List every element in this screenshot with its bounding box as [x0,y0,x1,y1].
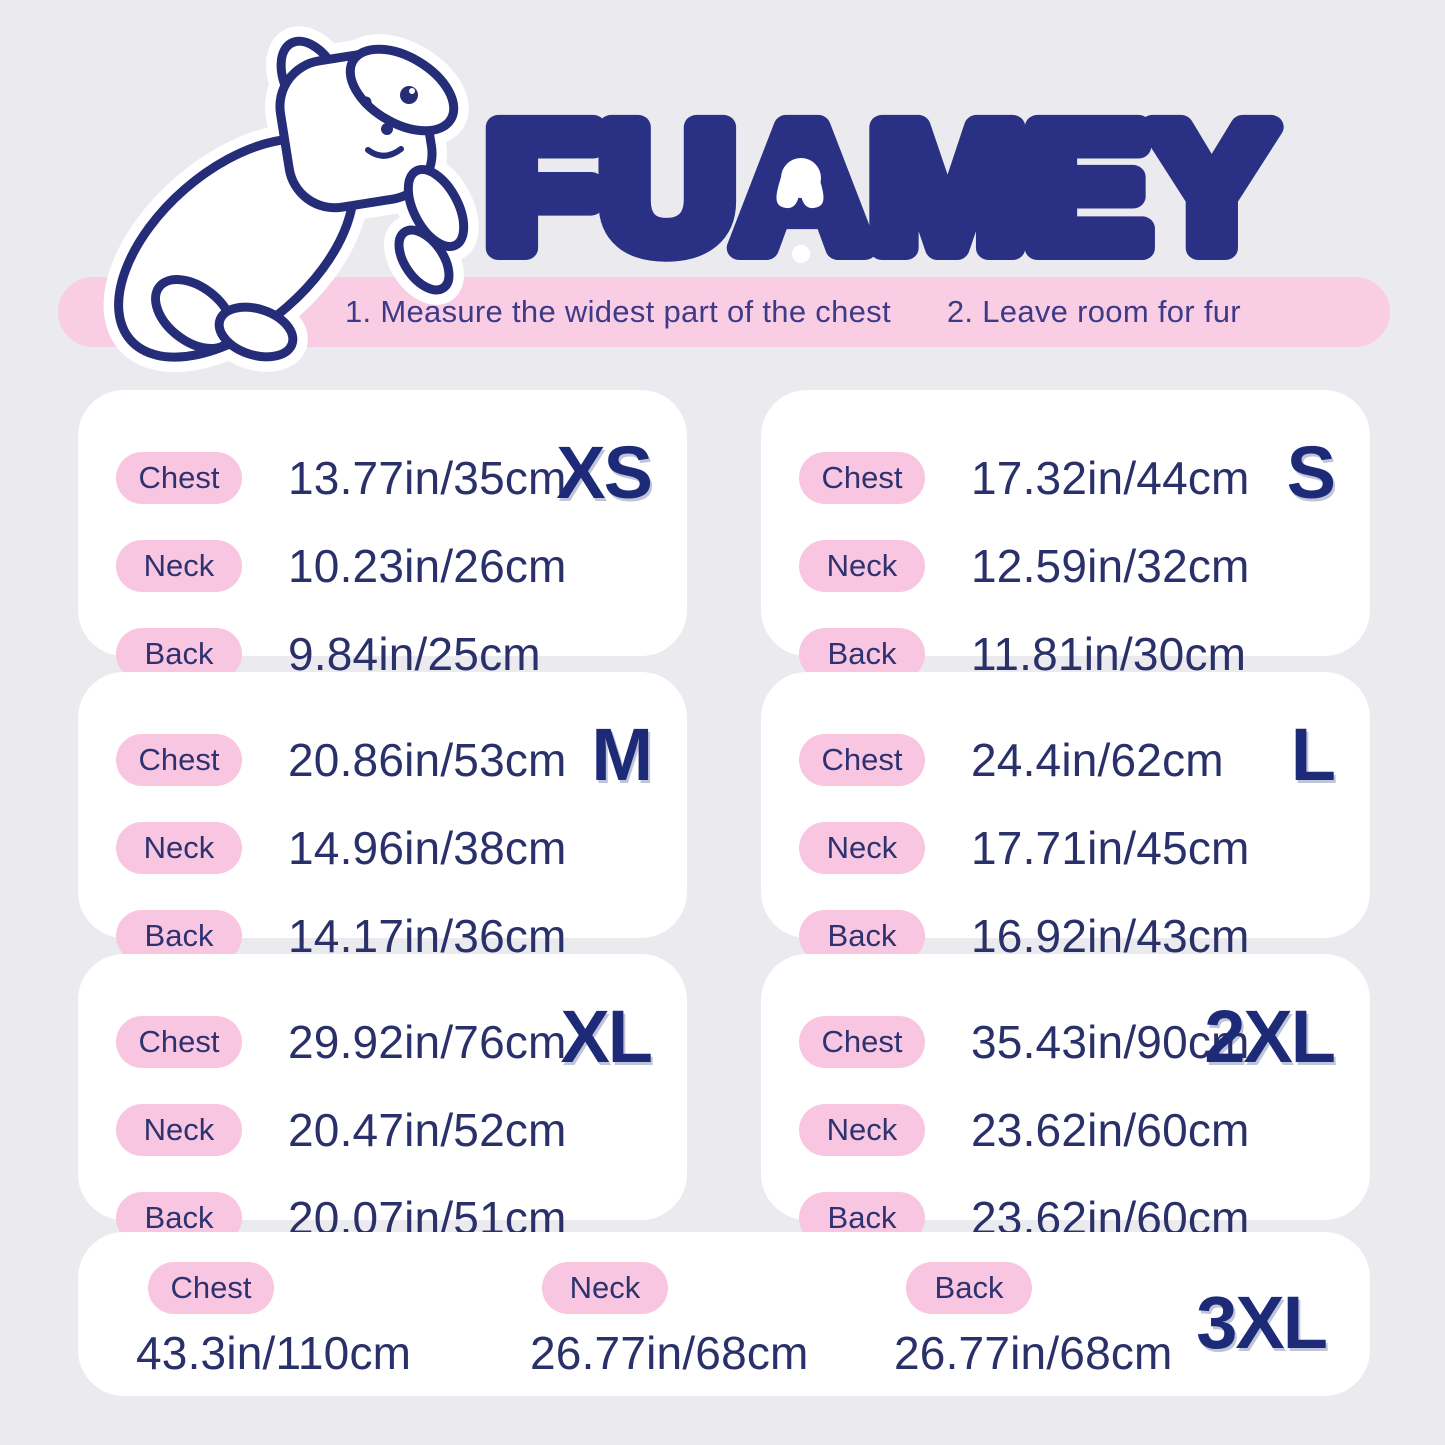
size-card-2xl: 2XL Chest 35.43in/90cm Neck 23.62in/60cm… [761,954,1370,1244]
size-card-xs: XS Chest 13.77in/35cm Neck 10.23in/26cm … [78,390,687,680]
chest-label-pill: Chest [799,734,925,786]
neck-label-pill: Neck [542,1262,668,1314]
brand-logo-text: FUAMEY [486,90,1274,278]
chest-label-pill: Chest [799,452,925,504]
size-label: XL [560,995,653,1078]
neck-value: 26.77in/68cm [530,1327,809,1379]
jumping-dog-mascot-icon [118,16,470,356]
neck-row: Neck 17.71in/45cm [799,804,1334,892]
neck-row: Neck 10.23in/26cm [116,522,651,610]
chest-column: Chest 43.3in/110cm [136,1262,530,1380]
size-label: M [591,713,653,796]
wide-measure-row: Chest 43.3in/110cm Neck 26.77in/68cm Bac… [136,1262,1330,1380]
size-label: S [1286,431,1336,514]
neck-value: 12.59in/32cm [971,540,1250,592]
neck-label-pill: Neck [799,822,925,874]
chest-row: Chest 24.4in/62cm [799,716,1334,804]
chest-label-pill: Chest [799,1016,925,1068]
brand-logo: FUAMEY [474,78,1286,278]
size-label: 2XL [1204,995,1336,1078]
size-card-m: M Chest 20.86in/53cm Neck 14.96in/38cm B… [78,672,687,962]
paw-cutout-icon [776,158,824,263]
instruction-2: 2. Leave room for fur [946,294,1241,329]
card-row-3: XL Chest 29.92in/76cm Neck 20.47in/52cm … [78,954,1370,1244]
size-label: L [1290,713,1336,796]
back-row: Back 14.17in/36cm [116,892,651,980]
chest-row: Chest 13.77in/35cm [116,434,651,522]
size-card-s: S Chest 17.32in/44cm Neck 12.59in/32cm B… [761,390,1370,680]
chest-row: Chest 20.86in/53cm [116,716,651,804]
size-label: XS [556,431,653,514]
card-row-1: XS Chest 13.77in/35cm Neck 10.23in/26cm … [78,390,1370,680]
back-label-pill: Back [906,1262,1032,1314]
chest-row: Chest 35.43in/90cm [799,998,1334,1086]
size-card-3xl: 3XL Chest 43.3in/110cm Neck 26.77in/68cm… [78,1232,1370,1396]
back-value: 16.92in/43cm [971,910,1250,962]
card-row-2: M Chest 20.86in/53cm Neck 14.96in/38cm B… [78,672,1370,962]
neck-label-pill: Neck [799,1104,925,1156]
chest-value: 13.77in/35cm [288,452,567,504]
chest-value: 24.4in/62cm [971,734,1224,786]
back-row: Back 9.84in/25cm [116,610,651,698]
back-row: Back 11.81in/30cm [799,610,1334,698]
neck-row: Neck 14.96in/38cm [116,804,651,892]
back-value: 9.84in/25cm [288,628,541,680]
back-row: Back 16.92in/43cm [799,892,1334,980]
chest-row: Chest 29.92in/76cm [116,998,651,1086]
neck-label-pill: Neck [799,540,925,592]
chest-value: 29.92in/76cm [288,1016,567,1068]
size-label: 3XL [1196,1281,1328,1364]
back-value: 11.81in/30cm [971,628,1247,680]
back-value: 14.17in/36cm [288,910,567,962]
dog-face [360,86,418,135]
neck-label-pill: Neck [116,540,242,592]
size-card-l: L Chest 24.4in/62cm Neck 17.71in/45cm Ba… [761,672,1370,962]
neck-label-pill: Neck [116,822,242,874]
back-label-pill: Back [799,910,925,962]
chest-value: 20.86in/53cm [288,734,567,786]
chest-value: 43.3in/110cm [136,1327,412,1379]
back-label-pill: Back [799,628,925,680]
back-value: 26.77in/68cm [894,1327,1173,1379]
chest-row: Chest 17.32in/44cm [799,434,1334,522]
neck-value: 10.23in/26cm [288,540,567,592]
back-label-pill: Back [116,628,242,680]
neck-value: 17.71in/45cm [971,822,1250,874]
size-card-xl: XL Chest 29.92in/76cm Neck 20.47in/52cm … [78,954,687,1244]
back-label-pill: Back [116,910,242,962]
chest-label-pill: Chest [148,1262,274,1314]
back-column: Back 26.77in/68cm [894,1262,1173,1380]
neck-row: Neck 12.59in/32cm [799,522,1334,610]
chest-label-pill: Chest [116,1016,242,1068]
neck-value: 20.47in/52cm [288,1104,567,1156]
neck-row: Neck 23.62in/60cm [799,1086,1334,1174]
neck-row: Neck 20.47in/52cm [116,1086,651,1174]
neck-value: 14.96in/38cm [288,822,567,874]
neck-label-pill: Neck [116,1104,242,1156]
neck-value: 23.62in/60cm [971,1104,1250,1156]
neck-column: Neck 26.77in/68cm [530,1262,894,1380]
chest-value: 17.32in/44cm [971,452,1250,504]
chest-label-pill: Chest [116,452,242,504]
chest-value: 35.43in/90cm [971,1016,1250,1068]
chest-label-pill: Chest [116,734,242,786]
